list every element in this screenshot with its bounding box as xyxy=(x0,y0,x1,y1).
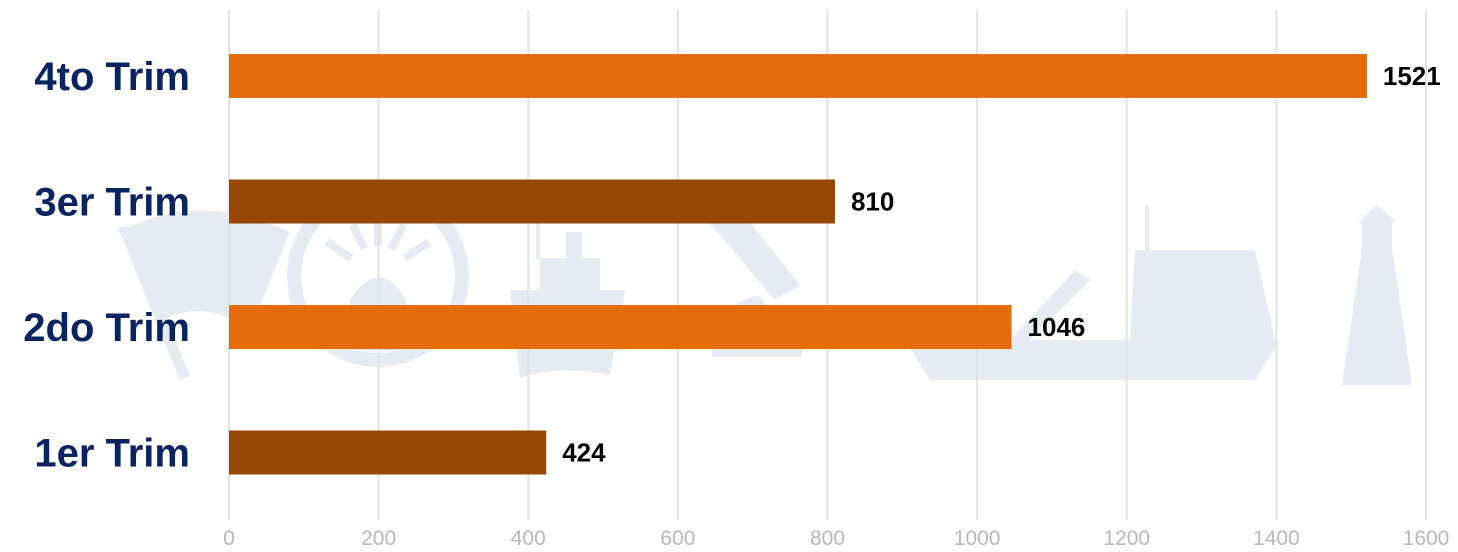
category-labels: 4to Trim 3er Trim 2do Trim 1er Trim xyxy=(23,55,190,476)
x-tick-label: 800 xyxy=(810,527,845,550)
value-labels: 1521 810 1046 424 xyxy=(562,61,1441,468)
x-tick-label: 400 xyxy=(511,527,546,550)
category-label: 4to Trim xyxy=(34,55,190,99)
x-tick-label: 1000 xyxy=(954,527,1001,550)
x-tick-label: 0 xyxy=(223,527,235,550)
lighthouse-icon xyxy=(1342,205,1412,385)
x-tick-label: 1400 xyxy=(1253,527,1300,550)
bar xyxy=(229,179,835,224)
bar xyxy=(229,430,547,475)
category-label: 3er Trim xyxy=(34,181,190,225)
bar xyxy=(229,305,1012,349)
vessel-icon xyxy=(905,205,1280,380)
x-tick-label: 200 xyxy=(361,527,396,550)
value-label: 810 xyxy=(851,187,894,217)
value-label: 424 xyxy=(562,438,606,468)
value-label: 1046 xyxy=(1028,312,1086,342)
value-label: 1521 xyxy=(1383,61,1441,91)
x-tick-label: 1600 xyxy=(1403,527,1450,550)
category-label: 2do Trim xyxy=(23,306,190,350)
flag-icon xyxy=(118,210,290,380)
x-axis-tick-labels: 0 200 400 600 800 1000 1200 1400 1600 xyxy=(223,527,1449,550)
category-label: 1er Trim xyxy=(34,432,190,476)
x-tick-label: 600 xyxy=(660,527,695,550)
bar xyxy=(229,54,1367,98)
bars xyxy=(229,54,1367,475)
x-tick-label: 1200 xyxy=(1103,527,1150,550)
